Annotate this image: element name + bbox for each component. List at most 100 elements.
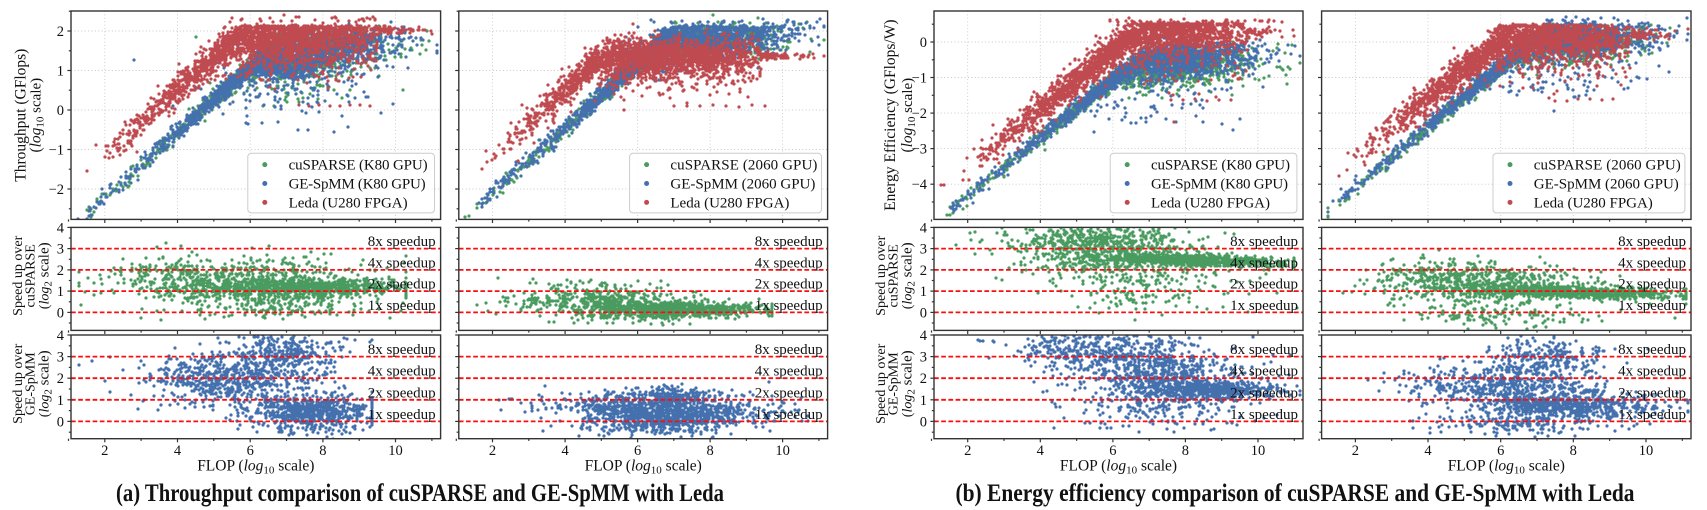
svg-text:4x speedup: 4x speedup [368,364,436,380]
svg-text:FLOP (log10 scale): FLOP (log10 scale) [1448,458,1565,477]
svg-text:(log10 scale): (log10 scale) [899,78,918,153]
svg-text:8x speedup: 8x speedup [1618,342,1686,358]
svg-text:Leda (U280 FPGA): Leda (U280 FPGA) [1534,195,1653,211]
svg-text:1x speedup: 1x speedup [755,298,823,314]
svg-text:(log2 scale): (log2 scale) [36,242,54,309]
svg-text:2x speedup: 2x speedup [1230,277,1298,293]
svg-text:−1: −1 [49,143,64,159]
svg-text:0: 0 [57,414,64,430]
svg-text:8x speedup: 8x speedup [755,234,823,250]
svg-text:10: 10 [1639,443,1654,459]
svg-text:1x speedup: 1x speedup [1230,298,1298,314]
svg-text:4x speedup: 4x speedup [1618,255,1686,271]
svg-text:1x speedup: 1x speedup [1618,298,1686,314]
svg-text:1: 1 [920,393,927,409]
svg-text:(log10 scale): (log10 scale) [27,78,46,153]
svg-text:FLOP (log10 scale): FLOP (log10 scale) [585,458,702,477]
svg-text:4x speedup: 4x speedup [1230,255,1298,271]
svg-text:cuSPARSE: cuSPARSE [886,244,901,307]
svg-text:6: 6 [247,443,254,459]
svg-text:cuSPARSE (2060 GPU): cuSPARSE (2060 GPU) [1534,158,1681,174]
svg-text:4x speedup: 4x speedup [1618,364,1686,380]
svg-text:3: 3 [920,350,927,366]
svg-text:2: 2 [920,263,927,279]
svg-text:GE-SpMM (K80 GPU): GE-SpMM (K80 GPU) [289,177,426,193]
svg-text:2: 2 [57,371,64,387]
svg-text:FLOP (log10 scale): FLOP (log10 scale) [197,458,314,477]
svg-text:cuSPARSE (K80 GPU): cuSPARSE (K80 GPU) [289,158,428,174]
svg-text:Leda (U280 FPGA): Leda (U280 FPGA) [289,195,408,211]
svg-text:4: 4 [1424,443,1432,459]
svg-text:(a) Throughput comparison of c: (a) Throughput comparison of cuSPARSE an… [116,480,724,507]
svg-text:6: 6 [634,443,641,459]
svg-text:0: 0 [57,305,64,321]
svg-text:1: 1 [57,64,64,80]
svg-text:6: 6 [1109,443,1116,459]
svg-text:1: 1 [57,284,64,300]
svg-text:8x speedup: 8x speedup [755,342,823,358]
svg-text:8x speedup: 8x speedup [368,342,436,358]
svg-text:GE-SpMM: GE-SpMM [23,352,38,416]
svg-text:10: 10 [1251,443,1266,459]
svg-text:3: 3 [57,242,64,258]
svg-text:2: 2 [1352,443,1359,459]
svg-text:4x speedup: 4x speedup [1230,364,1298,380]
svg-text:cuSPARSE: cuSPARSE [23,244,38,307]
svg-text:Speed up over: Speed up over [874,235,889,315]
svg-text:8x speedup: 8x speedup [1230,342,1298,358]
svg-text:4: 4 [561,443,569,459]
svg-text:4: 4 [920,220,928,236]
svg-text:2x speedup: 2x speedup [1618,385,1686,401]
svg-text:2: 2 [101,443,108,459]
svg-text:8: 8 [706,443,713,459]
svg-text:−3: −3 [912,142,927,158]
svg-text:4: 4 [57,220,65,236]
svg-text:2x speedup: 2x speedup [755,277,823,293]
svg-text:8: 8 [1570,443,1577,459]
svg-text:Throughput (GFlops): Throughput (GFlops) [12,49,29,182]
svg-text:4: 4 [174,443,182,459]
svg-text:cuSPARSE (2060 GPU): cuSPARSE (2060 GPU) [670,158,817,174]
svg-text:3: 3 [57,350,64,366]
svg-text:4x speedup: 4x speedup [368,255,436,271]
svg-text:10: 10 [388,443,403,459]
svg-text:(log2 scale): (log2 scale) [899,350,917,417]
svg-text:2x speedup: 2x speedup [755,385,823,401]
svg-text:(b) Energy efficiency comparis: (b) Energy efficiency comparison of cuSP… [956,480,1635,507]
svg-text:0: 0 [920,305,927,321]
svg-text:4: 4 [57,328,65,344]
svg-text:1x speedup: 1x speedup [368,298,436,314]
svg-text:2: 2 [920,371,927,387]
svg-text:8x speedup: 8x speedup [368,234,436,250]
svg-text:GE-SpMM: GE-SpMM [886,352,901,416]
svg-text:Leda (U280 FPGA): Leda (U280 FPGA) [670,195,789,211]
svg-text:−2: −2 [49,182,64,198]
svg-text:2x speedup: 2x speedup [1230,385,1298,401]
svg-text:4x speedup: 4x speedup [755,255,823,271]
svg-text:GE-SpMM (K80 GPU): GE-SpMM (K80 GPU) [1151,177,1288,193]
svg-text:1x speedup: 1x speedup [368,407,436,423]
svg-text:Energy Efficiency (GFlops/W): Energy Efficiency (GFlops/W) [882,19,899,210]
svg-text:4x speedup: 4x speedup [755,364,823,380]
svg-text:8x speedup: 8x speedup [1230,234,1298,250]
svg-text:1: 1 [920,284,927,300]
svg-text:4: 4 [1037,443,1045,459]
svg-text:8: 8 [1182,443,1189,459]
svg-text:Speed up over: Speed up over [11,235,26,315]
svg-text:(log2 scale): (log2 scale) [899,242,917,309]
svg-text:1x speedup: 1x speedup [755,407,823,423]
svg-text:0: 0 [57,103,64,119]
svg-text:2x speedup: 2x speedup [1618,277,1686,293]
svg-text:GE-SpMM (2060 GPU): GE-SpMM (2060 GPU) [670,177,815,193]
svg-text:1: 1 [57,393,64,409]
svg-text:8x speedup: 8x speedup [1618,234,1686,250]
svg-text:(log2 scale): (log2 scale) [36,350,54,417]
svg-text:GE-SpMM (2060 GPU): GE-SpMM (2060 GPU) [1534,177,1679,193]
svg-text:−2: −2 [912,106,927,122]
svg-text:0: 0 [920,414,927,430]
svg-text:10: 10 [775,443,790,459]
svg-text:8: 8 [319,443,326,459]
svg-text:Speed up over: Speed up over [11,343,26,423]
svg-text:1x speedup: 1x speedup [1618,407,1686,423]
svg-text:Speed up over: Speed up over [874,343,889,423]
